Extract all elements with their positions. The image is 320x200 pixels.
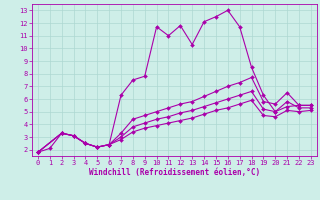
X-axis label: Windchill (Refroidissement éolien,°C): Windchill (Refroidissement éolien,°C) (89, 168, 260, 177)
